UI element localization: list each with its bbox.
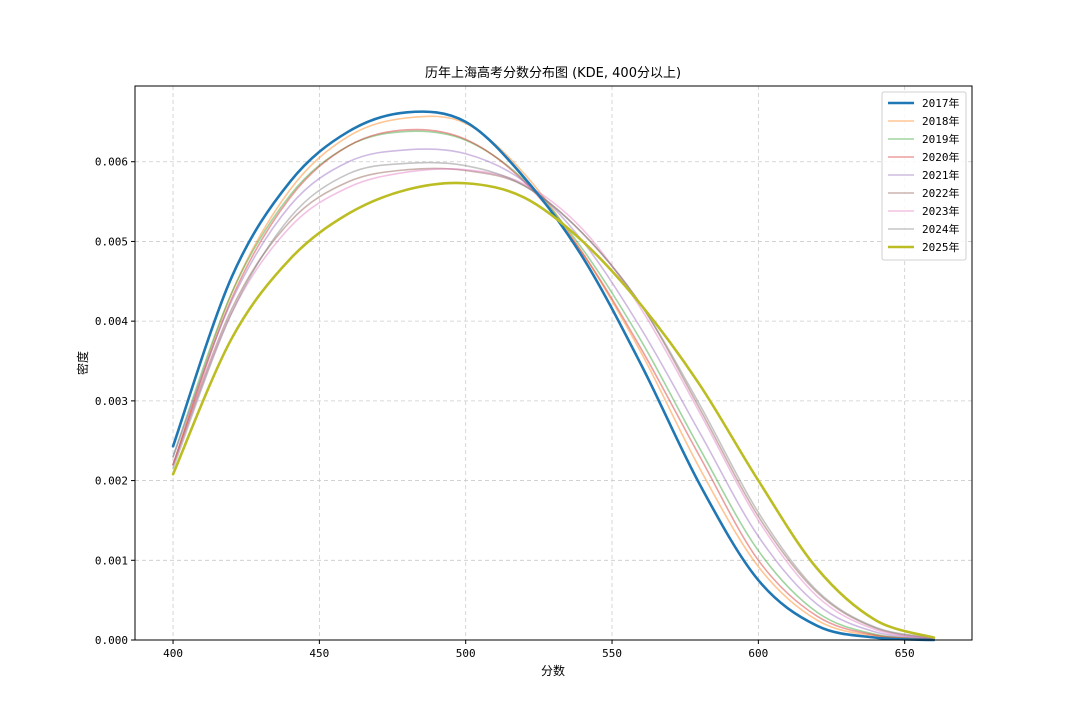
series-line-2025年 bbox=[171, 181, 936, 639]
x-tick-label: 400 bbox=[163, 647, 183, 660]
x-axis-label: 分数 bbox=[541, 663, 565, 678]
y-tick-label: 0.001 bbox=[95, 554, 128, 567]
series-line-2023年 bbox=[172, 168, 935, 640]
series-line-2021年 bbox=[172, 148, 935, 640]
legend-label: 2020年 bbox=[922, 150, 960, 164]
legend-label: 2023年 bbox=[922, 204, 960, 218]
chart-title: 历年上海高考分数分布图 (KDE, 400分以上) bbox=[425, 65, 681, 81]
legend-label: 2025年 bbox=[922, 240, 960, 254]
series-line-2022年 bbox=[172, 167, 935, 640]
y-axis-ticks: 0.000 0.001 0.002 0.003 0.004 0.005 0.006 bbox=[95, 156, 135, 647]
x-tick-label: 650 bbox=[895, 647, 915, 660]
series-line-2018年 bbox=[172, 115, 935, 640]
legend-label: 2021年 bbox=[922, 168, 960, 182]
legend-label: 2019年 bbox=[922, 132, 960, 146]
series-line-2019年 bbox=[172, 130, 935, 640]
y-tick-label: 0.006 bbox=[95, 156, 128, 169]
series-line-2017年 bbox=[171, 110, 936, 642]
y-tick-label: 0.000 bbox=[95, 634, 128, 647]
x-tick-label: 600 bbox=[748, 647, 768, 660]
legend-box bbox=[881, 91, 967, 261]
legend-label: 2017年 bbox=[922, 96, 960, 110]
y-tick-label: 0.003 bbox=[95, 395, 128, 408]
y-tick-label: 0.002 bbox=[95, 475, 128, 488]
x-tick-label: 500 bbox=[456, 647, 476, 660]
series-lines bbox=[171, 110, 936, 642]
plot-frame bbox=[134, 85, 973, 641]
y-tick-label: 0.004 bbox=[95, 315, 128, 328]
x-axis-ticks: 400 450 500 550 600 650 bbox=[163, 640, 915, 660]
series-line-2024年 bbox=[172, 161, 935, 639]
y-tick-label: 0.005 bbox=[95, 235, 128, 248]
legend-label: 2018年 bbox=[922, 114, 960, 128]
legend-label: 2024年 bbox=[922, 222, 960, 236]
y-axis-label: 密度 bbox=[75, 351, 90, 375]
legend: 2017年 2018年 2019年 2020年 2021年 2022年 2023年 2024年… bbox=[881, 91, 967, 261]
legend-label: 2022年 bbox=[922, 186, 960, 200]
x-tick-label: 450 bbox=[309, 647, 329, 660]
x-tick-label: 550 bbox=[602, 647, 622, 660]
